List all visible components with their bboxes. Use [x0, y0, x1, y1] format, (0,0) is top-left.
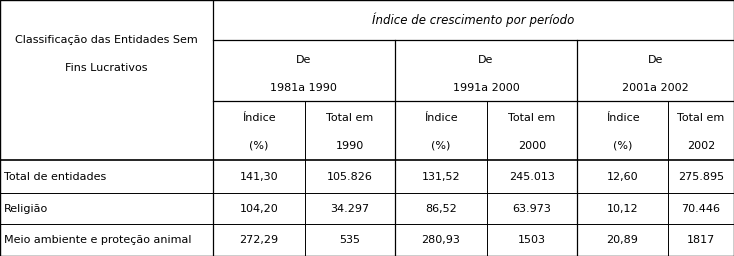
Text: 70.446: 70.446 — [681, 204, 721, 214]
Text: 1990: 1990 — [335, 141, 364, 151]
Text: De: De — [648, 55, 663, 65]
Text: 2001a 2002: 2001a 2002 — [622, 83, 688, 93]
Text: Total em: Total em — [326, 113, 374, 123]
Text: 1981a 1990: 1981a 1990 — [270, 83, 338, 93]
Text: 141,30: 141,30 — [239, 172, 278, 182]
Text: Total de entidades: Total de entidades — [4, 172, 106, 182]
Text: 10,12: 10,12 — [606, 204, 639, 214]
Text: 104,20: 104,20 — [239, 204, 278, 214]
Text: Total em: Total em — [508, 113, 556, 123]
Text: 1991a 2000: 1991a 2000 — [453, 83, 519, 93]
Text: Total em: Total em — [677, 113, 724, 123]
Text: 1817: 1817 — [687, 235, 715, 245]
Text: 20,89: 20,89 — [606, 235, 639, 245]
Text: De: De — [297, 55, 311, 65]
Text: De: De — [479, 55, 493, 65]
Text: Índice de crescimento por período: Índice de crescimento por período — [372, 13, 575, 27]
Text: 2002: 2002 — [687, 141, 715, 151]
Text: Índice: Índice — [242, 113, 275, 123]
Text: 131,52: 131,52 — [421, 172, 460, 182]
Text: 245.013: 245.013 — [509, 172, 555, 182]
Text: Índice: Índice — [424, 113, 457, 123]
Text: 2000: 2000 — [517, 141, 546, 151]
Text: 275.895: 275.895 — [678, 172, 724, 182]
Text: Meio ambiente e proteção animal: Meio ambiente e proteção animal — [4, 235, 191, 245]
Text: 86,52: 86,52 — [425, 204, 457, 214]
Text: 272,29: 272,29 — [239, 235, 278, 245]
Text: 34.297: 34.297 — [330, 204, 369, 214]
Text: 105.826: 105.826 — [327, 172, 373, 182]
Text: 280,93: 280,93 — [421, 235, 460, 245]
Text: (%): (%) — [613, 141, 632, 151]
Text: (%): (%) — [431, 141, 451, 151]
Text: 1503: 1503 — [517, 235, 546, 245]
Text: Religião: Religião — [4, 204, 48, 214]
Text: 535: 535 — [339, 235, 360, 245]
Text: Fins Lucrativos: Fins Lucrativos — [65, 63, 148, 73]
Text: (%): (%) — [249, 141, 269, 151]
Text: 12,60: 12,60 — [606, 172, 639, 182]
Text: Classificação das Entidades Sem: Classificação das Entidades Sem — [15, 35, 197, 45]
Text: 63.973: 63.973 — [512, 204, 551, 214]
Text: Índice: Índice — [606, 113, 639, 123]
